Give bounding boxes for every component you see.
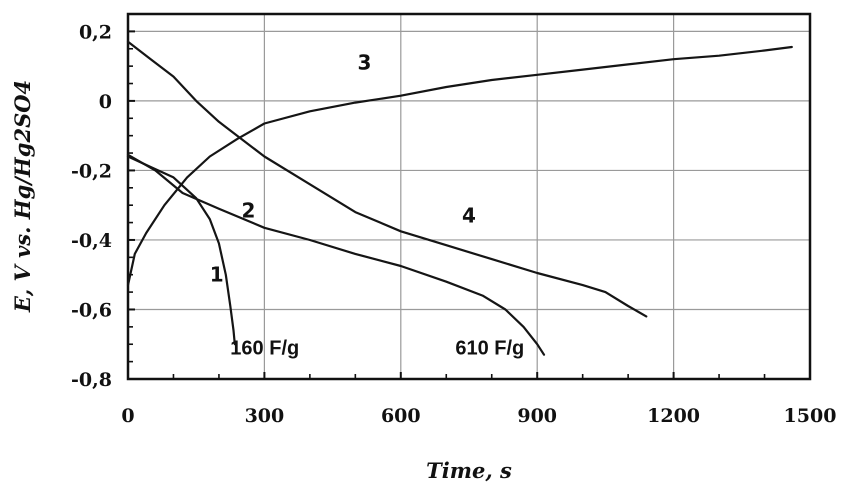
series-line-4 bbox=[126, 40, 648, 318]
plot-frame-layer bbox=[126, 12, 812, 381]
x-axis-title: Time, s bbox=[426, 458, 512, 483]
series-line-3 bbox=[126, 45, 793, 287]
curve-label-4: 4 bbox=[462, 204, 476, 228]
x-tick-label: 0 bbox=[121, 405, 134, 427]
y-tick-label: 0,2 bbox=[79, 21, 112, 43]
plot-frame bbox=[126, 12, 812, 381]
y-tick-label: -0,6 bbox=[71, 299, 112, 321]
series-line-1 bbox=[126, 155, 236, 346]
y-tick-label: -0,8 bbox=[71, 369, 112, 391]
curve-label-1: 1 bbox=[210, 263, 224, 287]
curve-label-2: 2 bbox=[242, 198, 256, 222]
y-axis-title: E, V vs. Hg/Hg2SO4 bbox=[10, 80, 35, 313]
y-tick-label: 0 bbox=[99, 91, 112, 113]
x-tick-label: 900 bbox=[517, 405, 557, 427]
x-tick-label: 300 bbox=[245, 405, 285, 427]
curve-labels: 1 2 3 4 bbox=[210, 51, 476, 287]
series-layer bbox=[126, 40, 793, 356]
annotations: 160 F/g 610 F/g bbox=[230, 338, 524, 360]
y-tick-label: -0,2 bbox=[71, 160, 112, 182]
tick-labels: 0 300 600 900 1200 1500 0,2 0 -0,2 -0,4 -0,6 -0,8 bbox=[71, 21, 836, 427]
y-tick-label: -0,4 bbox=[71, 230, 112, 252]
grid-lines bbox=[128, 14, 810, 379]
curve-label-3: 3 bbox=[357, 51, 371, 75]
x-tick-label: 600 bbox=[381, 405, 421, 427]
capacitance-annotation: 610 F/g bbox=[455, 338, 524, 360]
series-line-2 bbox=[126, 153, 546, 356]
capacitance-annotation: 160 F/g bbox=[230, 338, 299, 360]
x-tick-label: 1200 bbox=[647, 405, 700, 427]
x-tick-label: 1500 bbox=[784, 405, 837, 427]
tick-marks bbox=[127, 30, 811, 380]
